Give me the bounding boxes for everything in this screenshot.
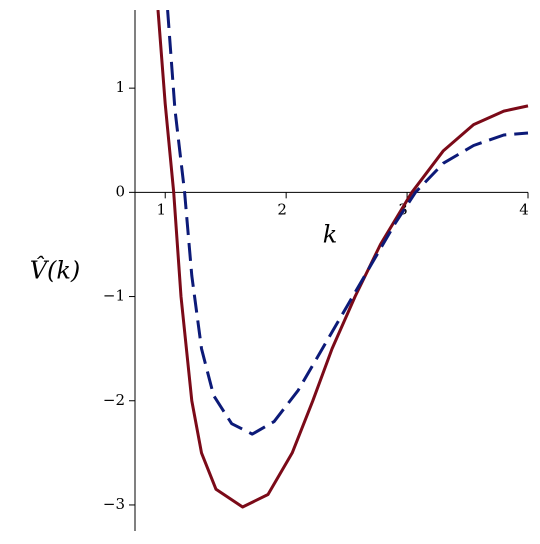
y-tick-label: 1 — [115, 78, 125, 96]
y-tick-label: −1 — [103, 287, 125, 305]
y-tick-label: 0 — [115, 182, 125, 200]
curve — [166, 10, 529, 436]
y-tick-label: −3 — [103, 495, 125, 513]
x-tick-label: 1 — [156, 200, 166, 218]
y-tick-label: −2 — [103, 391, 125, 409]
y-axis-label: V̂(k) — [30, 256, 81, 284]
curve — [156, 10, 529, 509]
x-tick-label: 4 — [519, 200, 529, 218]
x-axis-label: k — [323, 221, 338, 249]
x-tick-label: 2 — [277, 200, 287, 218]
